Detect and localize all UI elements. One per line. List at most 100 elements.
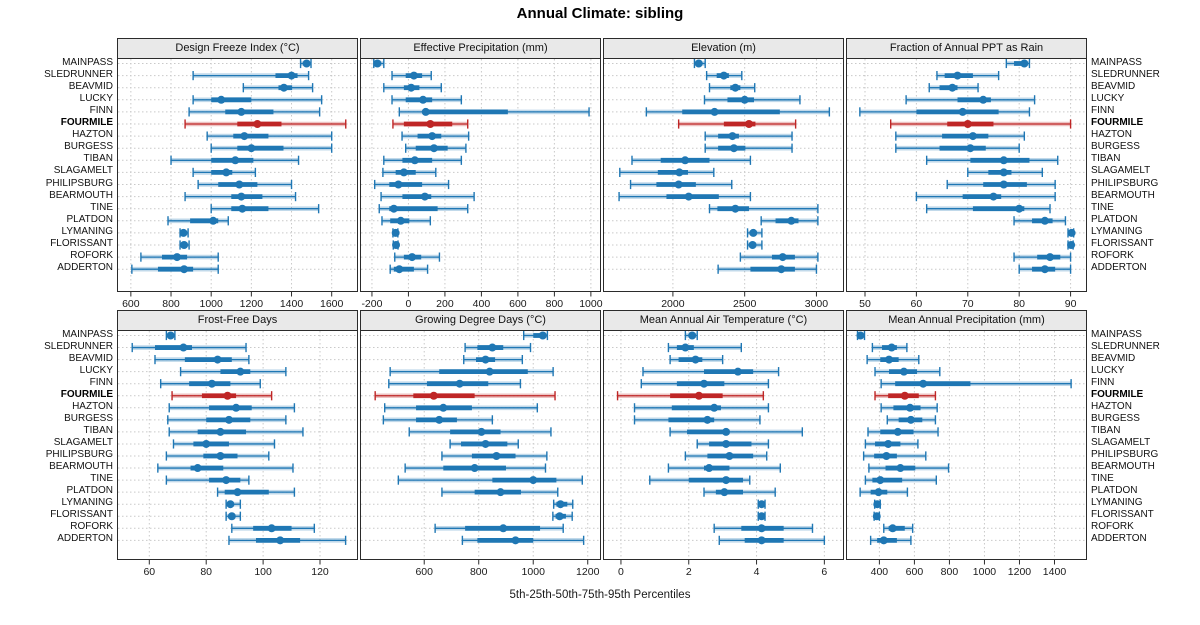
site-label-burgess: BURGESS (1091, 413, 1140, 424)
site-label-bearmouth: BEARMOUTH (49, 461, 113, 472)
series-tine (649, 475, 751, 485)
series-sledrunner (936, 71, 1000, 81)
tick-label: 600 (122, 298, 140, 310)
median-dot (426, 120, 435, 128)
series-fourmile (184, 119, 347, 129)
median-dot (421, 107, 430, 116)
series-florissant (179, 240, 190, 250)
site-label-finn: FINN (1091, 105, 1115, 116)
site-label-finn: FINN (89, 105, 113, 116)
series-slagamelt (619, 167, 715, 177)
median-dot (408, 253, 417, 262)
panel-column-mean-annual-precipitation-mm: Mean Annual Precipitation (mm) 400 600 800 1… (846, 310, 1087, 578)
median-dot (906, 403, 915, 412)
site-label-lymaning: LYMANING (61, 226, 114, 237)
site-label-bearmouth: BEARMOUTH (1091, 461, 1155, 472)
tick-label: 600 (906, 566, 924, 578)
median-dot (233, 488, 242, 497)
median-dot (410, 156, 419, 165)
tick-label: 800 (470, 566, 488, 578)
site-label-tiban: TIBAN (83, 425, 113, 436)
series-platdon (859, 487, 909, 497)
site-labels-right-top: MAINPASS SLEDRUNNER BEAVMID LUCKY FINN FOURMI… (1091, 38, 1200, 306)
site-label-sledrunner: SLEDRUNNER (1091, 341, 1160, 352)
median-dot (389, 204, 398, 213)
panel-title: Effective Precipitation (mm) (361, 39, 600, 59)
median-dot (223, 391, 232, 400)
median-dot (872, 512, 881, 521)
site-label-platdon: PLATDON (1091, 214, 1138, 225)
site-label-tiban: TIBAN (83, 153, 113, 164)
series-hazton (704, 131, 793, 141)
gridlines (604, 59, 843, 291)
series-burgess (633, 415, 761, 425)
series-finn (640, 379, 770, 389)
panel-plot (118, 331, 357, 559)
median-dot (728, 132, 737, 141)
series-adderton (461, 535, 585, 545)
site-label-lymaning: LYMANING (61, 497, 114, 508)
series-lymaning (873, 499, 882, 509)
tick-label: 60 (911, 298, 923, 310)
median-dot (395, 265, 404, 274)
median-dot (948, 83, 957, 92)
panel-x-axis: -200 0 200 400 600 800 1000 (361, 292, 603, 310)
panel-column-mean-annual-air-temperature-c: Mean Annual Air Temperature (°C) 0 2 4 6 (603, 310, 844, 578)
median-dot (888, 524, 897, 533)
median-dot (722, 476, 731, 485)
site-label-burgess: BURGESS (64, 141, 113, 152)
median-dot (227, 512, 236, 521)
site-label-lucky: LUCKY (79, 93, 113, 104)
series-fourmile (889, 119, 1072, 129)
series-slagamelt (967, 167, 1044, 177)
median-dot (757, 500, 766, 509)
median-dot (966, 144, 975, 153)
median-dot (719, 71, 728, 80)
series-hazton (206, 131, 333, 141)
median-dot (1040, 216, 1049, 225)
tick-label: 1200 (576, 566, 600, 578)
series-adderton (1018, 264, 1072, 274)
site-label-fourmile: FOURMILE (1091, 117, 1144, 128)
series-philipsburg (441, 451, 548, 461)
series-beavmid (866, 355, 920, 365)
series-lucky (179, 367, 287, 377)
median-dot (173, 253, 182, 262)
series-sledrunner (464, 342, 532, 353)
panel-plot (604, 331, 843, 559)
median-dot (681, 156, 690, 165)
series-beavmid (154, 355, 250, 365)
series-mainpass (693, 59, 706, 69)
site-label-rofork: ROFORK (70, 250, 113, 261)
median-dot (179, 228, 188, 237)
tick-label: 400 (871, 566, 889, 578)
median-dot (222, 476, 231, 485)
site-labels-right-bottom: MAINPASS SLEDRUNNER BEAVMID LUCKY FINN FOURMI… (1091, 310, 1200, 576)
series-rofork (713, 523, 814, 533)
median-dot (958, 107, 967, 116)
gridlines (118, 59, 357, 291)
median-dot (429, 144, 438, 153)
series-lucky (389, 367, 554, 377)
series-adderton (389, 264, 429, 274)
tick-label: 6 (821, 566, 827, 578)
series-bearmouth (380, 192, 475, 202)
series-mainpass (165, 331, 176, 341)
series-burgess (704, 143, 793, 153)
series-florissant (552, 511, 573, 521)
site-label-rofork: ROFORK (70, 521, 113, 532)
tick-label: 2 (686, 566, 692, 578)
series-rofork (1013, 252, 1072, 262)
series-fourmile (616, 391, 765, 401)
series-lymaning (552, 499, 574, 509)
median-dot (499, 524, 508, 533)
tick-label: 70 (962, 298, 974, 310)
series-lucky (192, 95, 323, 105)
site-label-philipsburg: PHILIPSBURG (45, 178, 113, 189)
series-hazton (168, 403, 296, 413)
median-dot (703, 415, 712, 424)
site-label-bearmouth: BEARMOUTH (1091, 190, 1155, 201)
median-dot (884, 439, 893, 448)
median-dot (407, 83, 416, 92)
site-label-platdon: PLATDON (66, 214, 114, 225)
